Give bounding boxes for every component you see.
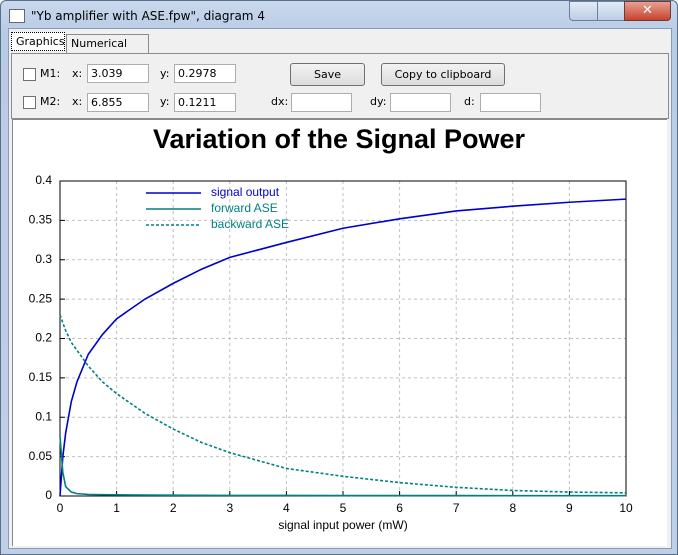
close-button[interactable]: ✕: [624, 1, 671, 21]
x-tick-label: 9: [566, 501, 573, 515]
x-label: x:: [72, 67, 83, 80]
legend-label: signal output: [211, 185, 280, 199]
tab-numerical[interactable]: Numerical data: [66, 34, 149, 68]
d-input[interactable]: [480, 93, 541, 112]
d-label: d:: [464, 95, 475, 108]
legend-label: backward ASE: [211, 217, 289, 231]
x-tick-label: 5: [340, 501, 347, 515]
x-label: x:: [72, 95, 83, 108]
x-tick-label: 7: [453, 501, 460, 515]
window-title: "Yb amplifier with ASE.fpw", diagram 4: [31, 9, 265, 23]
x-tick-label: 3: [226, 501, 233, 515]
y-tick-label: 0.05: [29, 449, 53, 463]
x-tick-label: 2: [170, 501, 177, 515]
y-tick-label: 0.4: [35, 173, 52, 187]
window-icon: [9, 9, 25, 23]
x-tick-label: 10: [619, 501, 633, 515]
maximize-button[interactable]: [597, 1, 625, 21]
marker-label: M2:: [40, 95, 61, 108]
y-label: y:: [160, 95, 170, 108]
line-series: [59, 198, 627, 497]
dy-input[interactable]: [390, 93, 451, 112]
x-input[interactable]: 6.855: [87, 93, 149, 112]
checkbox[interactable]: [23, 68, 36, 81]
x-tick-label: 6: [396, 501, 403, 515]
y-input[interactable]: 0.2978: [174, 64, 236, 83]
y-tick-label: 0.35: [29, 213, 53, 227]
y-input[interactable]: 0.1211: [174, 93, 236, 112]
x-input[interactable]: 3.039: [87, 64, 149, 83]
checkbox[interactable]: [23, 96, 36, 109]
x-axis-label: signal input power (mW): [278, 518, 407, 532]
y-tick-label: 0: [45, 488, 52, 502]
x-tick-label: 4: [283, 501, 290, 515]
copy-button[interactable]: Copy to clipboard: [381, 63, 505, 86]
y-label: y:: [160, 67, 170, 80]
legend-label: forward ASE: [211, 201, 278, 215]
chart: Variation of the Signal Power signal inp…: [12, 119, 667, 546]
line-series: [59, 314, 627, 494]
y-tick-label: 0.2: [35, 331, 52, 345]
y-tick-label: 0.3: [35, 252, 52, 266]
x-tick-label: 1: [113, 501, 120, 515]
tab-graphics[interactable]: Graphics: [11, 32, 65, 51]
save-button[interactable]: Save: [290, 63, 365, 86]
x-tick-label: 8: [509, 501, 516, 515]
y-tick-label: 0.25: [29, 291, 53, 305]
dx-label: dx:: [271, 95, 289, 108]
line-series: [59, 436, 626, 497]
dx-input[interactable]: [291, 93, 352, 112]
minimize-button[interactable]: [569, 1, 598, 21]
dy-label: dy:: [370, 95, 387, 108]
chart-title: Variation of the Signal Power: [153, 124, 526, 154]
y-tick-label: 0.1: [35, 409, 52, 423]
x-tick-label: 0: [57, 501, 64, 515]
marker-label: M1:: [40, 67, 61, 80]
y-tick-label: 0.15: [29, 370, 53, 384]
